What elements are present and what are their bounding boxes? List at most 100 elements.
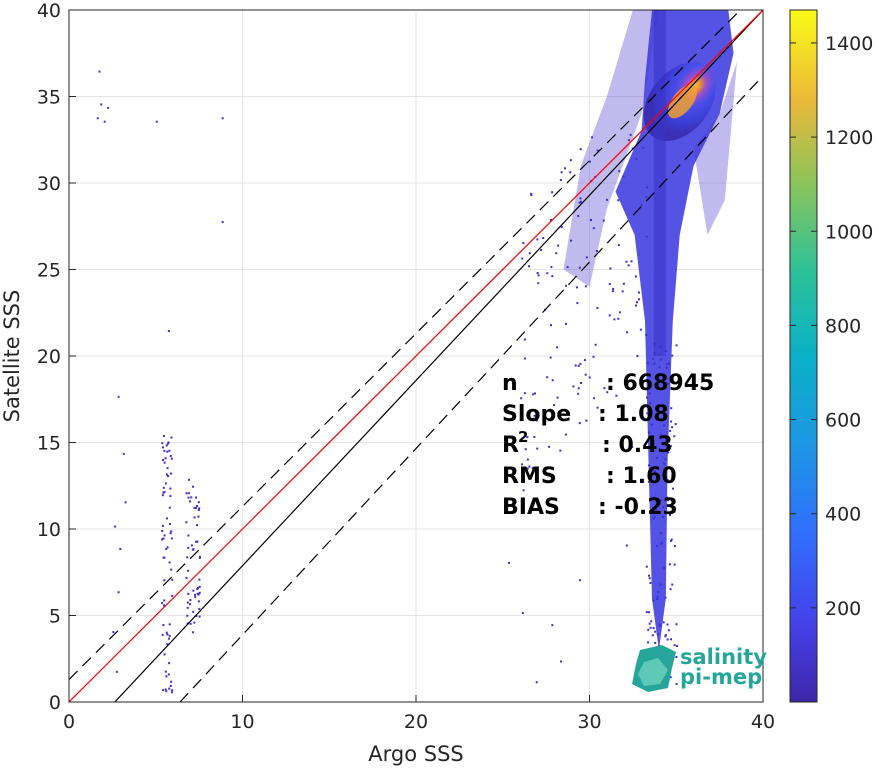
scatter-point bbox=[166, 633, 169, 636]
scatter-point bbox=[557, 244, 560, 247]
scatter-point bbox=[164, 670, 167, 673]
sparse-point bbox=[155, 120, 158, 123]
sparse-point bbox=[119, 548, 122, 551]
scatter-point bbox=[162, 491, 165, 494]
scatter-point bbox=[163, 534, 166, 537]
density-sparse-halo-right bbox=[693, 61, 737, 235]
scatter-point bbox=[664, 596, 667, 599]
scatter-point bbox=[194, 540, 197, 543]
scatter-point bbox=[580, 200, 583, 203]
upper-bound-line bbox=[69, 10, 742, 680]
scatter-point bbox=[162, 537, 165, 540]
scatter-point bbox=[186, 556, 189, 559]
scatter-point bbox=[166, 450, 169, 453]
y-axis-label: Satellite SSS bbox=[0, 290, 24, 423]
scatter-point bbox=[669, 445, 672, 448]
scatter-point bbox=[169, 684, 172, 687]
stats-box: n: 668945 Slope: 1.08 R 2: 0.43 RMS: 1.60 BIA… bbox=[502, 371, 714, 520]
scatter-point bbox=[168, 662, 171, 665]
scatter-point bbox=[198, 555, 201, 558]
scatter-point bbox=[528, 465, 531, 468]
scatter-point bbox=[652, 496, 655, 499]
sparse-points-layer bbox=[96, 70, 634, 684]
scatter-point bbox=[526, 458, 529, 461]
scatter-point bbox=[520, 416, 523, 419]
scatter-point bbox=[161, 442, 164, 445]
scatter-point bbox=[671, 426, 674, 429]
sparse-point bbox=[122, 452, 125, 455]
scatter-point bbox=[655, 508, 658, 511]
scatter-point bbox=[653, 342, 656, 345]
stat-value: : 1.60 bbox=[606, 464, 677, 489]
scatter-point bbox=[647, 476, 650, 479]
scatter-point bbox=[521, 257, 524, 260]
scatter-point bbox=[648, 415, 651, 418]
scatter-point bbox=[666, 363, 669, 366]
colorbar-frame bbox=[789, 9, 818, 703]
scatter-point bbox=[667, 629, 670, 632]
scatter-point bbox=[575, 286, 578, 289]
scatter-point bbox=[638, 298, 641, 301]
scatter-point bbox=[666, 478, 669, 481]
scatter-point bbox=[169, 532, 172, 535]
scatter-point bbox=[198, 556, 201, 559]
scatter-point bbox=[195, 505, 198, 508]
sparse-point bbox=[221, 221, 224, 224]
scatter-point bbox=[652, 517, 655, 520]
sparse-point bbox=[631, 445, 634, 448]
sparse-point bbox=[115, 670, 118, 673]
scatter-point bbox=[662, 424, 665, 427]
scatter-point bbox=[185, 521, 188, 524]
scatter-point bbox=[646, 378, 649, 381]
x-tick-label: 0 bbox=[63, 711, 75, 733]
scatter-point bbox=[189, 622, 192, 625]
scatter-point bbox=[648, 611, 651, 614]
scatter-point bbox=[651, 634, 654, 637]
scatter-point bbox=[533, 414, 536, 417]
density-vertical-streak bbox=[653, 10, 666, 356]
scatter-point bbox=[579, 148, 582, 151]
scatter-point bbox=[169, 487, 172, 490]
sparse-point bbox=[124, 501, 127, 504]
scatter-point bbox=[195, 614, 198, 617]
scatter-point bbox=[626, 331, 629, 334]
scatter-point bbox=[168, 623, 171, 626]
scatter-point bbox=[645, 333, 648, 336]
scatter-point bbox=[639, 328, 642, 331]
scatter-point bbox=[627, 264, 630, 267]
scatter-point bbox=[617, 244, 620, 247]
scatter-point bbox=[171, 594, 174, 597]
scatter-point bbox=[168, 634, 171, 637]
scatter-point bbox=[622, 282, 625, 285]
scatter-point bbox=[662, 621, 665, 624]
x-tick-label: 20 bbox=[404, 711, 428, 733]
scatter-point bbox=[187, 534, 190, 537]
y-tick-label: 0 bbox=[49, 692, 61, 714]
scatter-point bbox=[196, 592, 199, 595]
scatter-point bbox=[671, 487, 674, 490]
scatter-point bbox=[648, 574, 651, 577]
sparse-point bbox=[117, 395, 120, 398]
scatter-point bbox=[559, 179, 562, 182]
scatter-point bbox=[615, 394, 618, 397]
lower-bound-line bbox=[179, 75, 763, 702]
scatter-point bbox=[165, 631, 168, 634]
scatter-point bbox=[618, 170, 621, 173]
scatter-point bbox=[162, 459, 165, 462]
scatter-point bbox=[660, 541, 663, 544]
scatter-point bbox=[564, 167, 567, 170]
scatter-point bbox=[665, 382, 668, 385]
scatter-point bbox=[198, 585, 201, 588]
colorbar-tick-label: 1200 bbox=[825, 127, 873, 149]
density-sparse-halo bbox=[563, 10, 659, 287]
scatter-point bbox=[192, 610, 195, 613]
scatter-point bbox=[637, 291, 640, 294]
scatter-point bbox=[621, 290, 624, 293]
scatter-point bbox=[530, 192, 533, 195]
scatter-point bbox=[556, 346, 559, 349]
colorbar-tick-label: 200 bbox=[825, 598, 861, 620]
scatter-point bbox=[592, 355, 595, 358]
scatter-point bbox=[565, 284, 568, 287]
scatter-point bbox=[167, 475, 170, 478]
scatter-point bbox=[593, 397, 596, 400]
